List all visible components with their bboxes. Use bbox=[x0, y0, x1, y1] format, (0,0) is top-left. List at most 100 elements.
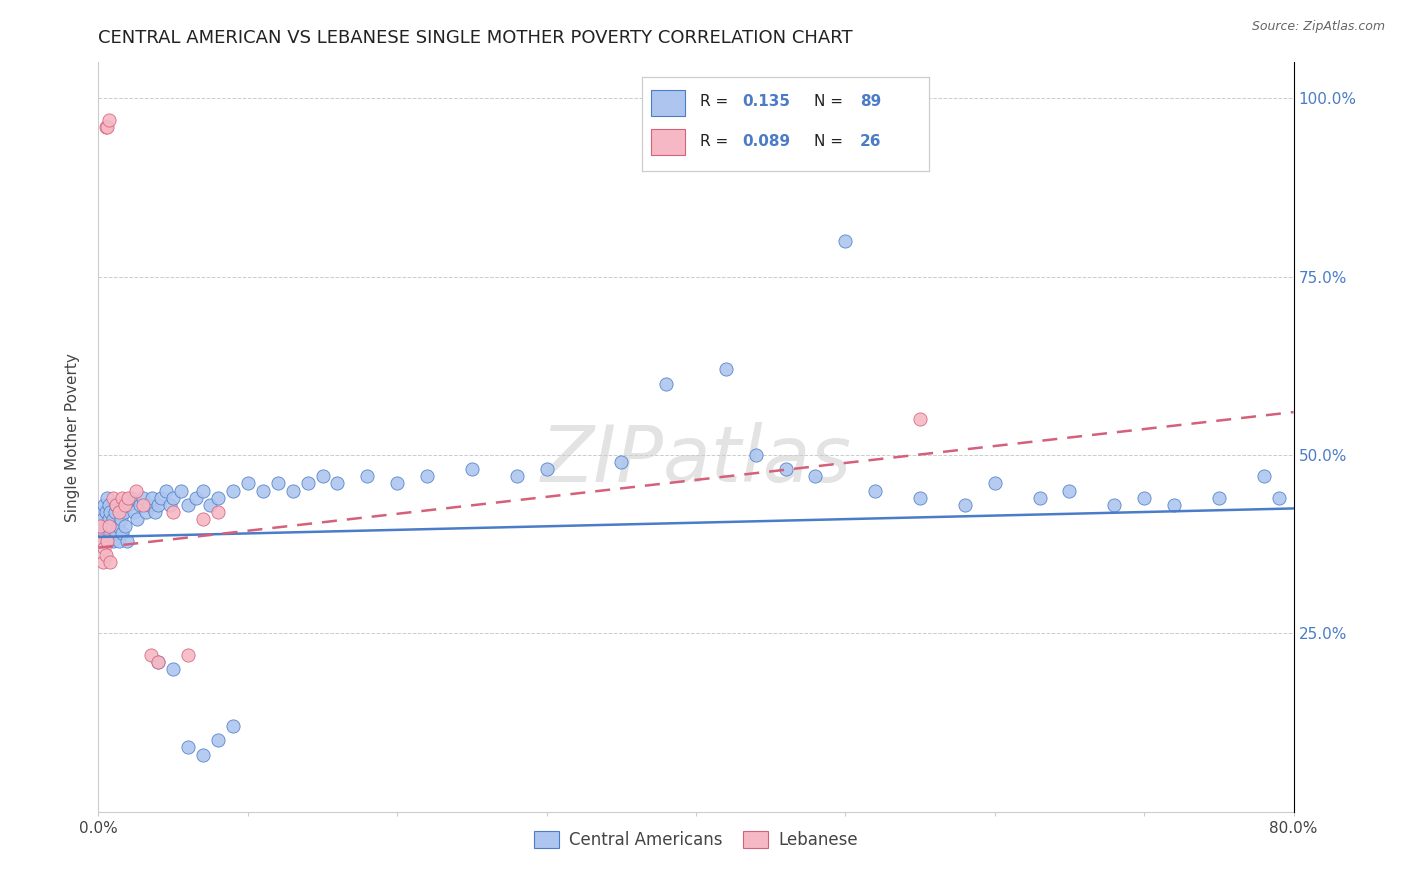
Point bbox=[191, 483, 214, 498]
Point bbox=[96, 491, 118, 505]
Point bbox=[98, 505, 122, 519]
Point bbox=[114, 498, 136, 512]
Point bbox=[135, 505, 157, 519]
Legend: Central Americans, Lebanese: Central Americans, Lebanese bbox=[527, 824, 865, 855]
Point bbox=[127, 512, 149, 526]
Y-axis label: Single Mother Poverty: Single Mother Poverty bbox=[65, 352, 80, 522]
Point bbox=[252, 483, 274, 498]
Point bbox=[236, 476, 259, 491]
Point bbox=[222, 719, 245, 733]
Point bbox=[416, 469, 439, 483]
Point bbox=[1208, 491, 1230, 505]
Point bbox=[141, 491, 163, 505]
Point bbox=[207, 505, 229, 519]
Point bbox=[114, 519, 136, 533]
Point bbox=[93, 541, 115, 555]
Point bbox=[804, 469, 827, 483]
Point bbox=[714, 362, 737, 376]
Point bbox=[356, 469, 378, 483]
Point bbox=[169, 483, 191, 498]
Point bbox=[110, 498, 132, 512]
Point bbox=[610, 455, 633, 469]
Point bbox=[96, 120, 118, 134]
Point bbox=[385, 476, 409, 491]
Point bbox=[97, 498, 120, 512]
Point bbox=[1059, 483, 1081, 498]
Point bbox=[191, 512, 214, 526]
Point bbox=[207, 733, 229, 747]
Point bbox=[108, 533, 131, 548]
Point bbox=[139, 648, 162, 662]
Point bbox=[148, 655, 170, 669]
Point bbox=[184, 491, 207, 505]
Point bbox=[97, 112, 120, 127]
Point bbox=[506, 469, 529, 483]
Point bbox=[105, 498, 128, 512]
Point bbox=[148, 655, 170, 669]
Point bbox=[908, 412, 931, 426]
Point bbox=[107, 519, 129, 533]
Point bbox=[103, 512, 125, 526]
Point bbox=[191, 747, 214, 762]
Point bbox=[105, 526, 128, 541]
Point bbox=[177, 648, 200, 662]
Point bbox=[101, 519, 124, 533]
Point bbox=[108, 505, 131, 519]
Point bbox=[222, 483, 245, 498]
Point bbox=[97, 519, 120, 533]
Point bbox=[177, 498, 200, 512]
Point bbox=[89, 519, 111, 533]
Point bbox=[297, 476, 319, 491]
Point bbox=[953, 498, 976, 512]
Point bbox=[162, 505, 184, 519]
Point bbox=[1163, 498, 1185, 512]
Point bbox=[311, 469, 333, 483]
Point bbox=[745, 448, 768, 462]
Point bbox=[326, 476, 349, 491]
Point bbox=[93, 498, 115, 512]
Point bbox=[834, 234, 856, 248]
Point bbox=[132, 491, 155, 505]
Point bbox=[94, 120, 117, 134]
Point bbox=[159, 498, 181, 512]
Point bbox=[96, 533, 118, 548]
Point bbox=[129, 498, 152, 512]
Point bbox=[89, 519, 111, 533]
Point bbox=[132, 498, 155, 512]
Point bbox=[104, 505, 127, 519]
Point bbox=[120, 491, 142, 505]
Point bbox=[908, 491, 931, 505]
Point bbox=[1104, 498, 1126, 512]
Point bbox=[125, 483, 148, 498]
Point bbox=[1028, 491, 1050, 505]
Point bbox=[94, 505, 117, 519]
Point bbox=[110, 512, 132, 526]
Point bbox=[91, 533, 114, 548]
Point bbox=[103, 491, 125, 505]
Point bbox=[90, 505, 112, 519]
Point bbox=[94, 548, 117, 562]
Point bbox=[267, 476, 290, 491]
Point bbox=[124, 505, 146, 519]
Point bbox=[207, 491, 229, 505]
Point bbox=[1253, 469, 1275, 483]
Point bbox=[94, 519, 117, 533]
Point bbox=[655, 376, 678, 391]
Point bbox=[91, 555, 114, 569]
Point bbox=[111, 526, 134, 541]
Point bbox=[97, 512, 120, 526]
Point bbox=[536, 462, 558, 476]
Point bbox=[93, 526, 115, 541]
Point bbox=[281, 483, 304, 498]
Point bbox=[148, 498, 170, 512]
Point bbox=[984, 476, 1007, 491]
Point bbox=[177, 740, 200, 755]
Point bbox=[96, 533, 118, 548]
Text: CENTRAL AMERICAN VS LEBANESE SINGLE MOTHER POVERTY CORRELATION CHART: CENTRAL AMERICAN VS LEBANESE SINGLE MOTH… bbox=[98, 29, 853, 47]
Point bbox=[90, 533, 112, 548]
Point bbox=[162, 662, 184, 676]
Point bbox=[105, 498, 128, 512]
Point bbox=[775, 462, 797, 476]
Point bbox=[143, 505, 166, 519]
Point bbox=[155, 483, 177, 498]
